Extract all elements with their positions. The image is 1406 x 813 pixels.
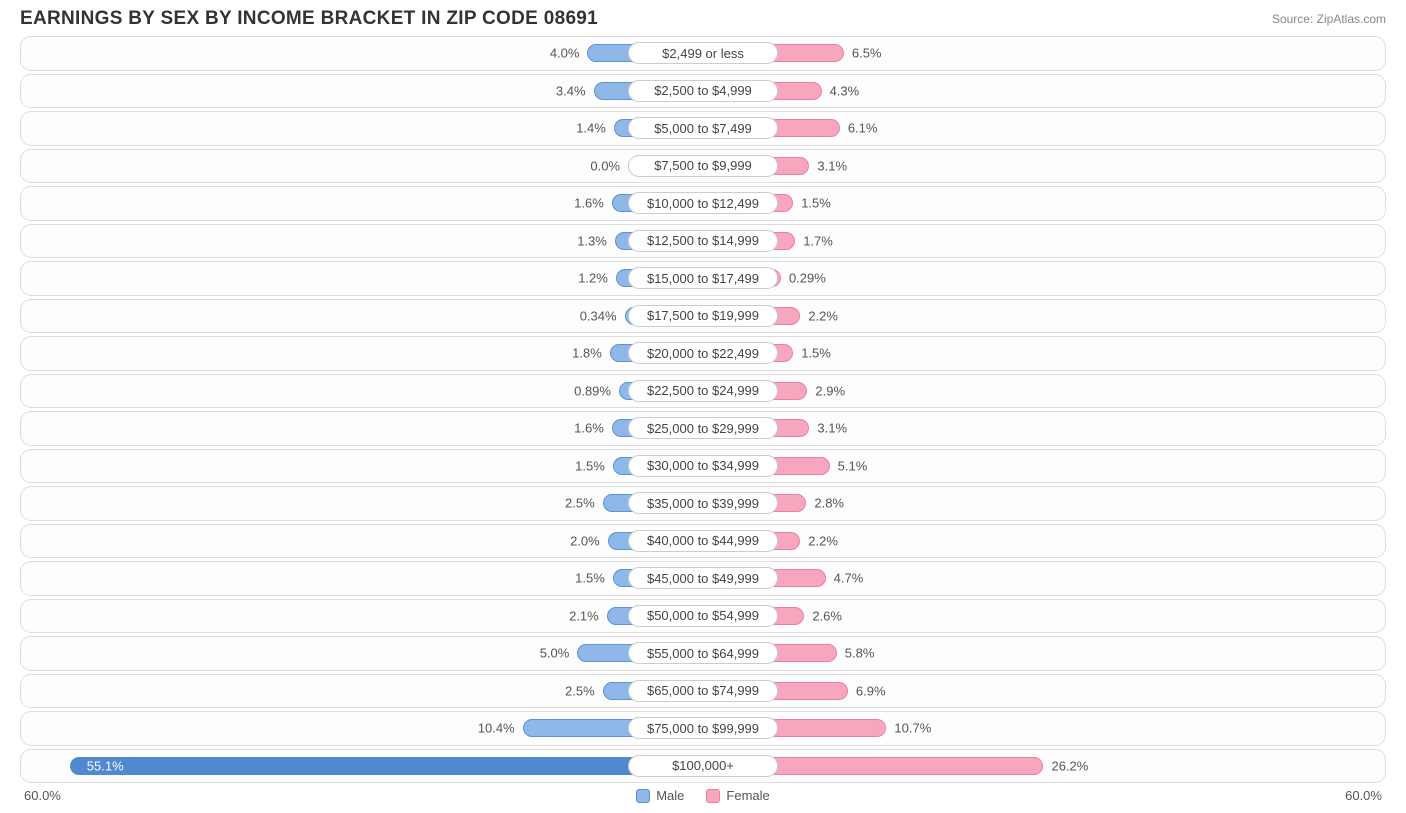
- bracket-label: $7,500 to $9,999: [628, 155, 778, 177]
- bracket-label: $12,500 to $14,999: [628, 230, 778, 252]
- bracket-label: $5,000 to $7,499: [628, 117, 778, 139]
- bracket-label: $2,500 to $4,999: [628, 80, 778, 102]
- chart-row: $22,500 to $24,999 0.89% 2.9%: [20, 374, 1386, 409]
- chart-row: $7,500 to $9,999 0.0% 3.1%: [20, 149, 1386, 184]
- chart-row: $20,000 to $22,499 1.8% 1.5%: [20, 336, 1386, 371]
- female-pct-label: 1.5%: [801, 346, 831, 361]
- chart-row: $65,000 to $74,999 2.5% 6.9%: [20, 674, 1386, 709]
- female-pct-label: 2.9%: [815, 383, 845, 398]
- chart-title: EARNINGS BY SEX BY INCOME BRACKET IN ZIP…: [20, 8, 598, 30]
- female-pct-label: 3.1%: [817, 421, 847, 436]
- bracket-label: $65,000 to $74,999: [628, 680, 778, 702]
- male-pct-label: 1.5%: [575, 571, 605, 586]
- female-pct-label: 26.2%: [1051, 758, 1088, 773]
- bracket-label: $40,000 to $44,999: [628, 530, 778, 552]
- male-pct-label: 2.5%: [565, 496, 595, 511]
- chart-row: $5,000 to $7,499 1.4% 6.1%: [20, 111, 1386, 146]
- female-pct-label: 6.5%: [852, 46, 882, 61]
- female-pct-label: 6.1%: [848, 121, 878, 136]
- female-pct-label: 1.7%: [803, 233, 833, 248]
- legend-label-male: Male: [656, 788, 684, 803]
- female-pct-label: 2.2%: [808, 533, 838, 548]
- male-pct-label: 3.4%: [556, 83, 586, 98]
- chart-row: $17,500 to $19,999 0.34% 2.2%: [20, 299, 1386, 334]
- chart-row: $2,499 or less 4.0% 6.5%: [20, 36, 1386, 71]
- female-pct-label: 3.1%: [817, 158, 847, 173]
- legend-swatch-male: [636, 789, 650, 803]
- female-pct-label: 4.3%: [830, 83, 860, 98]
- female-pct-label: 2.2%: [808, 308, 838, 323]
- male-pct-label: 5.0%: [540, 646, 570, 661]
- bracket-label: $2,499 or less: [628, 42, 778, 64]
- bracket-label: $30,000 to $34,999: [628, 455, 778, 477]
- bracket-label: $100,000+: [628, 755, 778, 777]
- chart-footer: 60.0% Male Female 60.0%: [0, 786, 1406, 803]
- male-pct-label: 1.5%: [575, 458, 605, 473]
- male-bar: [70, 757, 703, 775]
- bracket-label: $15,000 to $17,499: [628, 267, 778, 289]
- male-pct-label: 1.6%: [574, 196, 604, 211]
- female-pct-label: 0.29%: [789, 271, 826, 286]
- female-pct-label: 2.8%: [814, 496, 844, 511]
- female-pct-label: 10.7%: [894, 721, 931, 736]
- female-pct-label: 6.9%: [856, 683, 886, 698]
- male-pct-label: 1.3%: [577, 233, 607, 248]
- bracket-label: $50,000 to $54,999: [628, 605, 778, 627]
- male-pct-label: 2.1%: [569, 608, 599, 623]
- chart-row: $35,000 to $39,999 2.5% 2.8%: [20, 486, 1386, 521]
- female-pct-label: 4.7%: [834, 571, 864, 586]
- chart-area: $2,499 or less 4.0% 6.5% $2,500 to $4,999 3.…: [0, 34, 1406, 783]
- male-pct-label: 55.1%: [87, 758, 124, 773]
- bracket-label: $20,000 to $22,499: [628, 342, 778, 364]
- male-pct-label: 2.0%: [570, 533, 600, 548]
- chart-row: $40,000 to $44,999 2.0% 2.2%: [20, 524, 1386, 559]
- bracket-label: $22,500 to $24,999: [628, 380, 778, 402]
- bracket-label: $25,000 to $29,999: [628, 417, 778, 439]
- bracket-label: $10,000 to $12,499: [628, 192, 778, 214]
- legend-label-female: Female: [726, 788, 769, 803]
- male-pct-label: 10.4%: [478, 721, 515, 736]
- female-pct-label: 2.6%: [812, 608, 842, 623]
- bracket-label: $55,000 to $64,999: [628, 642, 778, 664]
- chart-row: $50,000 to $54,999 2.1% 2.6%: [20, 599, 1386, 634]
- chart-row: $100,000+ 55.1% 26.2%: [20, 749, 1386, 784]
- female-pct-label: 5.8%: [845, 646, 875, 661]
- chart-row: $45,000 to $49,999 1.5% 4.7%: [20, 561, 1386, 596]
- male-pct-label: 1.2%: [578, 271, 608, 286]
- male-pct-label: 1.4%: [576, 121, 606, 136]
- legend-item-male: Male: [636, 788, 684, 803]
- legend: Male Female: [636, 788, 770, 803]
- bracket-label: $17,500 to $19,999: [628, 305, 778, 327]
- chart-header: EARNINGS BY SEX BY INCOME BRACKET IN ZIP…: [0, 0, 1406, 34]
- bracket-label: $45,000 to $49,999: [628, 567, 778, 589]
- female-pct-label: 1.5%: [801, 196, 831, 211]
- chart-row: $2,500 to $4,999 3.4% 4.3%: [20, 74, 1386, 109]
- axis-max-left: 60.0%: [24, 788, 61, 803]
- chart-row: $75,000 to $99,999 10.4% 10.7%: [20, 711, 1386, 746]
- axis-max-right: 60.0%: [1345, 788, 1382, 803]
- male-pct-label: 2.5%: [565, 683, 595, 698]
- male-pct-label: 0.34%: [580, 308, 617, 323]
- male-pct-label: 0.0%: [590, 158, 620, 173]
- chart-row: $55,000 to $64,999 5.0% 5.8%: [20, 636, 1386, 671]
- chart-row: $12,500 to $14,999 1.3% 1.7%: [20, 224, 1386, 259]
- legend-swatch-female: [706, 789, 720, 803]
- male-pct-label: 4.0%: [550, 46, 580, 61]
- bracket-label: $35,000 to $39,999: [628, 492, 778, 514]
- male-pct-label: 1.6%: [574, 421, 604, 436]
- chart-row: $30,000 to $34,999 1.5% 5.1%: [20, 449, 1386, 484]
- chart-row: $25,000 to $29,999 1.6% 3.1%: [20, 411, 1386, 446]
- chart-row: $10,000 to $12,499 1.6% 1.5%: [20, 186, 1386, 221]
- chart-source: Source: ZipAtlas.com: [1272, 12, 1386, 26]
- male-pct-label: 1.8%: [572, 346, 602, 361]
- bracket-label: $75,000 to $99,999: [628, 717, 778, 739]
- female-pct-label: 5.1%: [838, 458, 868, 473]
- male-pct-label: 0.89%: [574, 383, 611, 398]
- legend-item-female: Female: [706, 788, 769, 803]
- chart-row: $15,000 to $17,499 1.2% 0.29%: [20, 261, 1386, 296]
